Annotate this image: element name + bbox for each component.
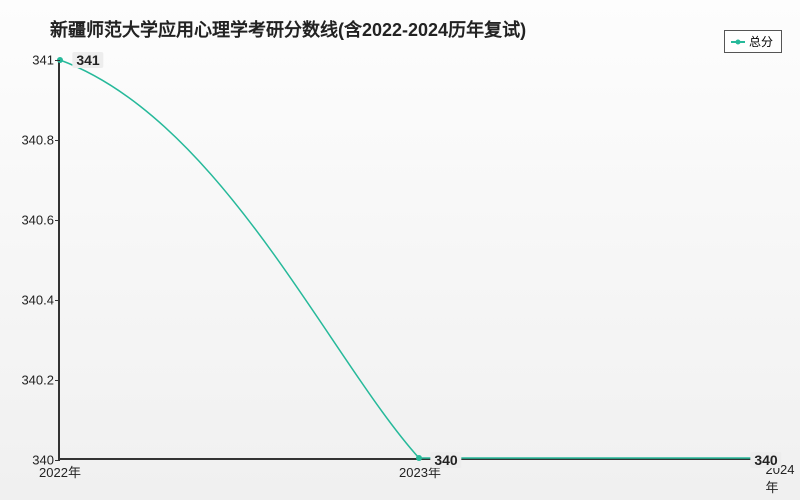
plot-area: 340340.2340.4340.6340.83412022年2023年2024… [58, 60, 778, 460]
line-layer [60, 60, 778, 458]
y-axis-tick-mark [55, 60, 60, 61]
data-point-label: 340 [750, 452, 781, 468]
legend-label: 总分 [749, 33, 773, 50]
series-line [60, 60, 778, 458]
series-points [57, 57, 781, 461]
x-axis-tick-label: 2022年 [39, 458, 81, 481]
data-point-label: 340 [430, 452, 461, 468]
legend-marker-icon [731, 41, 745, 43]
y-axis-tick-mark [55, 140, 60, 141]
data-point-label: 341 [72, 52, 103, 68]
legend-box: 总分 [724, 30, 782, 53]
y-axis-tick-mark [55, 300, 60, 301]
y-axis-tick-mark [55, 380, 60, 381]
chart-title: 新疆师范大学应用心理学考研分数线(含2022-2024历年复试) [50, 16, 526, 42]
y-axis-tick-mark [55, 220, 60, 221]
